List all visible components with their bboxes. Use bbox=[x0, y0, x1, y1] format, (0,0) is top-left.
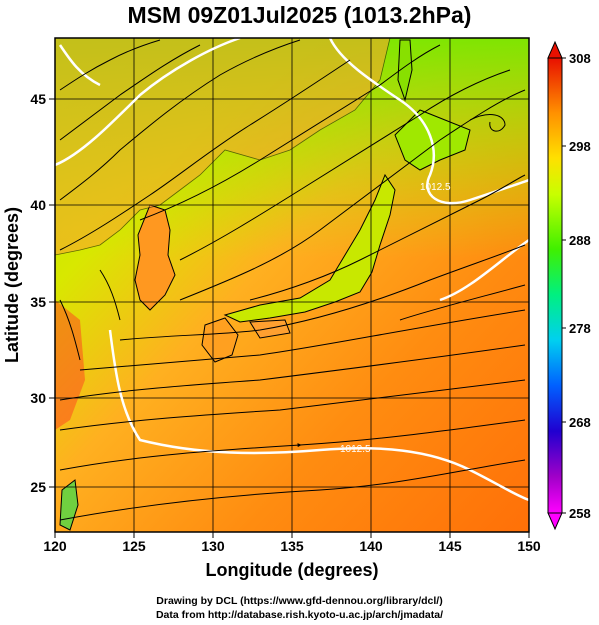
y-axis: 25 30 35 40 45 Latitude (degrees) bbox=[2, 91, 55, 495]
isobar-label: 1012.5 bbox=[420, 182, 451, 193]
lat-lon-grid bbox=[55, 38, 529, 532]
colorbar-tick-label: 298 bbox=[569, 139, 591, 154]
colorbar-tick-label: 258 bbox=[569, 506, 591, 521]
korea-landmass bbox=[134, 204, 176, 311]
drawing-credit: Drawing by DCL (https://www.gfd-dennou.o… bbox=[156, 595, 443, 607]
isobar bbox=[58, 44, 101, 87]
y-tick-label: 45 bbox=[30, 91, 46, 107]
isobar bbox=[328, 38, 529, 205]
map-plot-area: 1012.5 1012.5 bbox=[55, 38, 529, 532]
sakhalin-landmass bbox=[397, 39, 413, 102]
colorbar-tick-label: 268 bbox=[569, 415, 591, 430]
isobar-label: 1012.5 bbox=[340, 444, 371, 455]
y-tick-label: 35 bbox=[30, 294, 46, 310]
colorbar-tick-label: 278 bbox=[569, 321, 591, 336]
x-tick-label: 150 bbox=[517, 538, 541, 554]
x-tick-label: 130 bbox=[201, 538, 225, 554]
y-tick-label: 25 bbox=[30, 479, 46, 495]
colorbar-tick-label: 308 bbox=[569, 51, 591, 66]
x-tick-label: 125 bbox=[122, 538, 146, 554]
isobar bbox=[108, 329, 529, 502]
x-axis: 120 125 130 135 140 145 150 Longitude (d… bbox=[43, 532, 541, 580]
x-tick-label: 145 bbox=[438, 538, 462, 554]
colorbar-scale bbox=[547, 57, 563, 514]
y-tick-label: 40 bbox=[30, 197, 46, 213]
x-tick-label: 120 bbox=[43, 538, 67, 554]
colorbar-min-arrow bbox=[547, 512, 563, 531]
y-tick-label: 30 bbox=[30, 390, 46, 406]
x-tick-label: 135 bbox=[280, 538, 304, 554]
x-axis-label: Longitude (degrees) bbox=[205, 560, 378, 580]
asia-mainland bbox=[55, 38, 391, 256]
honshu-landmass bbox=[223, 173, 396, 323]
colorbar-tick-label: 288 bbox=[569, 233, 591, 248]
data-credit: Data from http://database.rish.kyoto-u.a… bbox=[155, 609, 444, 621]
isobars bbox=[55, 38, 529, 502]
map-title: MSM 09Z01Jul2025 (1013.2hPa) bbox=[127, 2, 472, 28]
colorbar-max-arrow bbox=[547, 40, 563, 59]
y-axis-label: Latitude (degrees) bbox=[2, 207, 22, 363]
kyushu-landmass bbox=[201, 317, 239, 363]
shikoku-landmass bbox=[249, 319, 291, 339]
x-tick-label: 140 bbox=[359, 538, 383, 554]
isobar bbox=[55, 38, 241, 167]
colorbar: 308 298 288 278 268 258 bbox=[547, 40, 591, 531]
streamlines bbox=[59, 39, 526, 521]
